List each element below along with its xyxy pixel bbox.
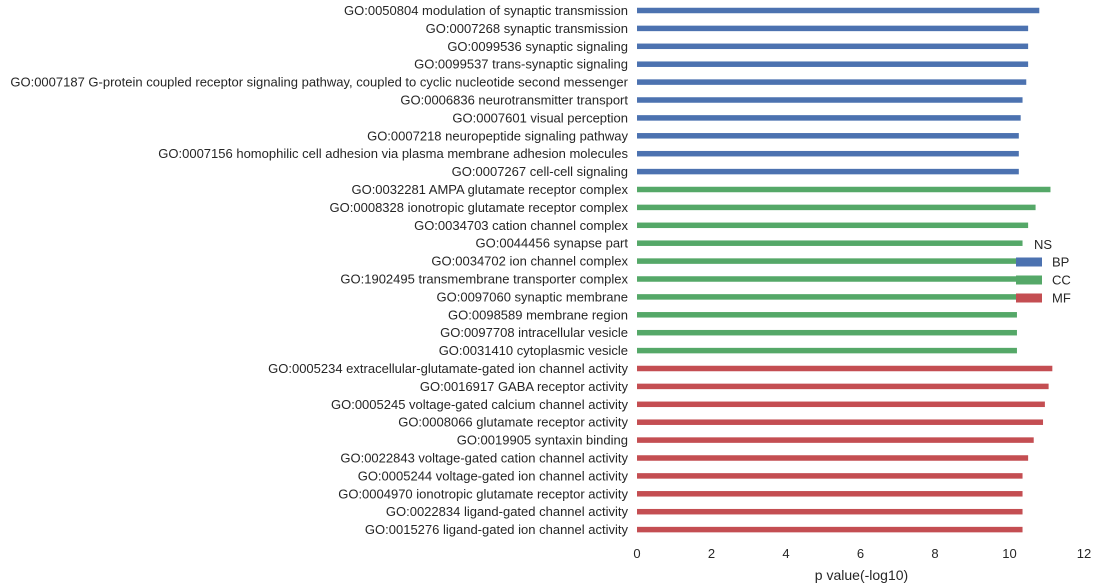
bar xyxy=(637,150,1019,157)
x-axis-ticks: 0 2 4 6 8 10 12 xyxy=(633,546,1091,561)
x-tick-label: 2 xyxy=(708,546,715,561)
legend-swatch xyxy=(1016,275,1042,285)
bar xyxy=(637,133,1019,139)
bar xyxy=(637,437,1034,443)
x-tick-label: 12 xyxy=(1077,546,1091,561)
bar xyxy=(637,204,1036,211)
category-labels: GO:0050804 modulation of synaptic transm… xyxy=(10,3,628,537)
category-label: GO:0019905 syntaxin binding xyxy=(457,433,628,448)
bar xyxy=(637,115,1021,121)
legend-label: BP xyxy=(1052,255,1069,270)
category-label: GO:0007156 homophilic cell adhesion via … xyxy=(158,146,628,161)
category-label: GO:0007601 visual perception xyxy=(452,110,628,125)
bar xyxy=(637,312,1017,318)
bar xyxy=(637,383,1049,390)
category-label: GO:0050804 modulation of synaptic transm… xyxy=(344,3,628,18)
bar xyxy=(637,43,1029,50)
category-label: GO:0005245 voltage-gated calcium channel… xyxy=(331,397,629,412)
legend-swatch xyxy=(1016,293,1042,303)
x-tick-label: 10 xyxy=(1002,546,1016,561)
category-label: GO:0098589 membrane region xyxy=(448,307,628,322)
category-label: GO:0005244 voltage-gated ion channel act… xyxy=(358,468,629,483)
bar xyxy=(637,61,1029,67)
x-tick-label: 6 xyxy=(857,546,864,561)
category-label: GO:0044456 synapse part xyxy=(476,236,629,251)
x-tick-label: 0 xyxy=(633,546,640,561)
bar xyxy=(637,347,1017,354)
bar xyxy=(637,294,1017,300)
bar xyxy=(637,491,1023,497)
category-label: GO:0015276 ligand-gated ion channel acti… xyxy=(365,522,629,537)
bar xyxy=(637,365,1053,372)
bar xyxy=(637,526,1023,533)
bar xyxy=(637,455,1029,461)
category-label: GO:0007187 G-protein coupled receptor si… xyxy=(10,75,628,90)
bar xyxy=(637,79,1027,85)
category-label: GO:0008066 glutamate receptor activity xyxy=(398,415,628,430)
bar xyxy=(637,25,1029,32)
category-label: GO:0006836 neurotransmitter transport xyxy=(400,93,628,108)
legend-title: NS xyxy=(1034,237,1052,252)
category-label: GO:0034703 cation channel complex xyxy=(414,218,628,233)
bar xyxy=(637,473,1023,479)
bar xyxy=(637,186,1051,193)
bar xyxy=(637,329,1017,336)
category-label: GO:0097060 synaptic membrane xyxy=(437,289,629,304)
category-label: GO:0022843 voltage-gated cation channel … xyxy=(340,451,628,466)
bar xyxy=(637,168,1019,175)
bar xyxy=(637,258,1021,264)
x-axis-title: p value(-log10) xyxy=(815,567,908,583)
bar xyxy=(637,419,1044,425)
bar xyxy=(637,508,1023,515)
legend-label: CC xyxy=(1052,273,1071,288)
category-label: GO:0008328 ionotropic glutamate receptor… xyxy=(330,200,629,215)
category-label: GO:0031410 cytoplasmic vesicle xyxy=(439,343,628,358)
bar xyxy=(637,276,1019,282)
category-label: GO:1902495 transmembrane transporter com… xyxy=(340,272,628,287)
bars-group xyxy=(637,7,1053,533)
category-label: GO:0005234 extracellular-glutamate-gated… xyxy=(268,361,628,376)
category-label: GO:0034702 ion channel complex xyxy=(431,254,628,269)
x-tick-label: 8 xyxy=(931,546,938,561)
category-label: GO:0007218 neuropeptide signaling pathwa… xyxy=(367,128,628,143)
category-label: GO:0016917 GABA receptor activity xyxy=(420,379,629,394)
x-tick-label: 4 xyxy=(782,546,789,561)
category-label: GO:0032281 AMPA glutamate receptor compl… xyxy=(351,182,628,197)
category-label: GO:0007268 synaptic transmission xyxy=(426,21,628,36)
category-label: GO:0099537 trans-synaptic signaling xyxy=(414,57,628,72)
bar xyxy=(637,97,1023,103)
bar xyxy=(637,222,1029,229)
category-label: GO:0097708 intracellular vesicle xyxy=(440,325,628,340)
bar xyxy=(637,7,1040,14)
category-label: GO:0099536 synaptic signaling xyxy=(447,39,628,54)
legend: NS BP CC MF xyxy=(1016,237,1071,306)
category-label: GO:0007267 cell-cell signaling xyxy=(452,164,628,179)
bar xyxy=(637,401,1045,408)
category-label: GO:0022834 ligand-gated channel activity xyxy=(386,504,629,519)
legend-label: MF xyxy=(1052,291,1071,306)
legend-swatch xyxy=(1016,257,1042,267)
category-label: GO:0004970 ionotropic glutamate receptor… xyxy=(338,486,628,501)
bar xyxy=(637,240,1023,246)
